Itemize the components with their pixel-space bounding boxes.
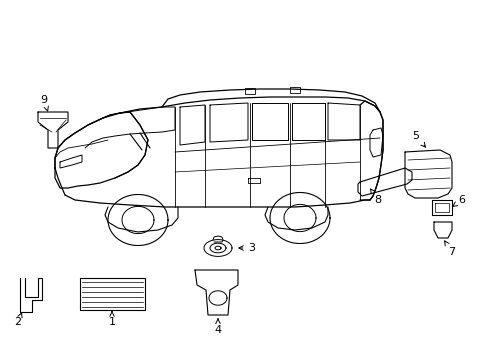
Text: 7: 7: [444, 241, 455, 257]
Text: 4: 4: [214, 319, 221, 335]
Bar: [244, 88, 254, 94]
Text: 8: 8: [370, 189, 381, 205]
Text: 2: 2: [15, 313, 22, 327]
Text: 3: 3: [238, 243, 255, 253]
Bar: [289, 87, 299, 93]
Text: 1: 1: [108, 311, 115, 327]
Text: 9: 9: [41, 95, 48, 111]
Text: 5: 5: [412, 131, 425, 147]
Text: 6: 6: [452, 195, 465, 206]
